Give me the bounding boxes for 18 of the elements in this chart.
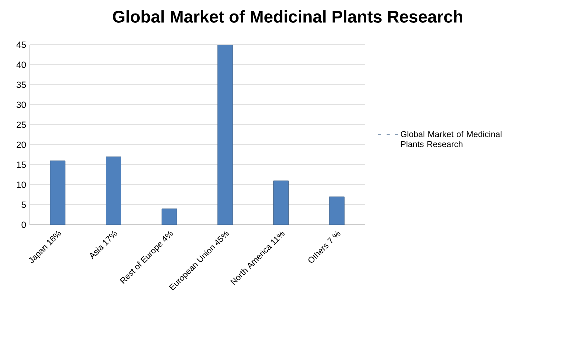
y-tick-label: 0 <box>22 222 26 228</box>
y-tick-label: 40 <box>16 62 26 68</box>
y-tick-label: 25 <box>16 122 26 128</box>
bar <box>50 160 66 225</box>
y-tick-label: 10 <box>17 182 26 188</box>
y-tick-label: 5 <box>22 202 26 208</box>
bar <box>274 180 289 225</box>
y-tick-label: 15 <box>17 162 26 168</box>
bar <box>106 156 122 225</box>
text: Global Market of Medicinal Plants Research <box>401 131 502 148</box>
y-tick-label: 30 <box>16 102 26 108</box>
y-tick-label: 45 <box>16 42 26 48</box>
y-tick-label: 35 <box>16 82 26 88</box>
bar <box>329 196 345 225</box>
bar <box>218 45 234 225</box>
bar <box>162 208 178 225</box>
y-tick-label: 20 <box>16 142 26 148</box>
chart-title: Global Market of Medicinal Plants Research <box>113 10 462 23</box>
